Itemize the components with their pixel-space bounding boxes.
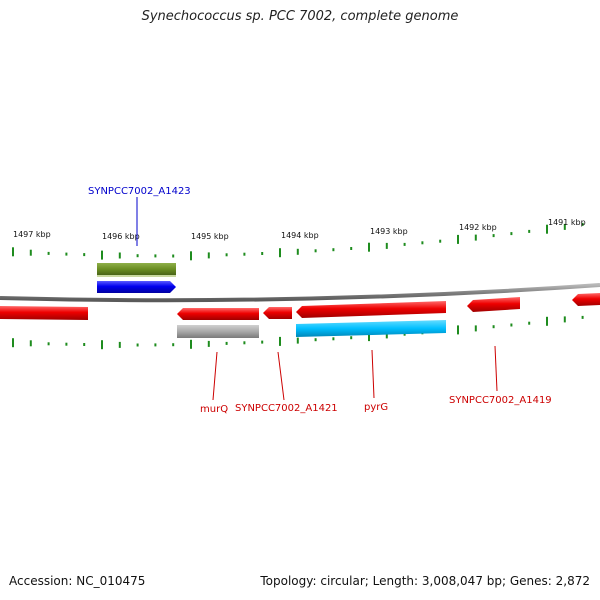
scale-label-1492: 1492 kbp — [459, 223, 497, 232]
gene-label-murq[interactable]: murQ — [200, 404, 228, 415]
gene-arrow-right-edge[interactable] — [572, 293, 600, 306]
scale-label-1491: 1491 kbp — [548, 218, 586, 227]
gene-arrow-left-edge[interactable] — [0, 306, 88, 320]
gene-arrow-a1421[interactable] — [263, 307, 292, 319]
cds-feature-pyrg[interactable] — [296, 320, 446, 337]
accession-text: Accession: NC_010475 — [9, 574, 145, 588]
scale-label-1495: 1495 kbp — [191, 232, 229, 241]
gene-label-a1423[interactable]: SYNPCC7002_A1423 — [88, 186, 191, 197]
genome-summary-text: Topology: circular; Length: 3,008,047 bp… — [260, 574, 590, 588]
leader-a1421 — [278, 352, 284, 400]
gene-arrow-pyrg[interactable] — [296, 301, 446, 318]
scale-label-1497: 1497 kbp — [13, 230, 51, 239]
gene-arrow-murq[interactable] — [177, 308, 259, 320]
gene-feature-a1423[interactable] — [97, 263, 176, 275]
leader-pyrg — [372, 350, 374, 398]
gene-label-a1419[interactable]: SYNPCC7002_A1419 — [449, 395, 552, 406]
outer-tick-track — [13, 223, 583, 260]
cds-feature-murq[interactable] — [177, 325, 259, 338]
leader-a1419 — [495, 346, 497, 391]
scale-label-1496: 1496 kbp — [102, 232, 140, 241]
leader-murq — [213, 352, 217, 400]
gene-arrow-a1423[interactable] — [97, 281, 176, 293]
gene-arrow-a1419[interactable] — [467, 297, 520, 312]
gene-label-pyrg[interactable]: pyrG — [364, 402, 388, 413]
scale-label-1493: 1493 kbp — [370, 227, 408, 236]
gene-feature-a1423-shadow — [97, 275, 176, 277]
scale-label-1494: 1494 kbp — [281, 231, 319, 240]
gene-label-a1421[interactable]: SYNPCC7002_A1421 — [235, 403, 338, 414]
